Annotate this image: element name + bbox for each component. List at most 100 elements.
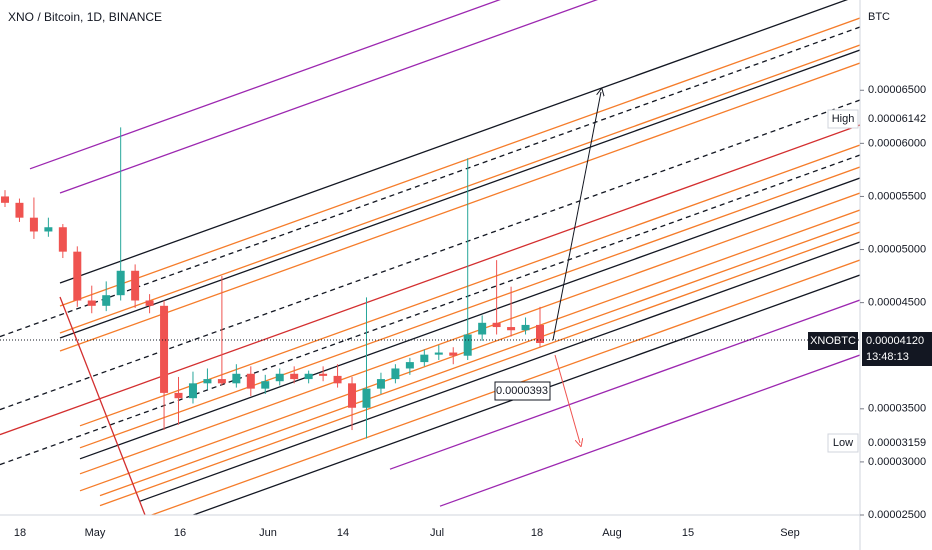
channel-line <box>0 99 860 411</box>
candle-body <box>131 270 140 301</box>
candle-body <box>44 227 53 232</box>
channel-line <box>59 49 860 339</box>
time-label: Jun <box>259 527 277 539</box>
candle-body <box>145 300 154 306</box>
price-badge <box>862 332 932 366</box>
channel-lines <box>0 0 860 515</box>
channel-line <box>59 44 860 334</box>
channel-line <box>139 241 860 502</box>
candle-body <box>275 373 284 382</box>
channel-line <box>79 177 860 460</box>
time-label: 15 <box>682 527 694 539</box>
candle-body <box>188 383 197 399</box>
price-axis: 0.00006500 0.00006000 0.00005500 0.00005000… <box>860 84 926 521</box>
high-label: High <box>832 113 855 125</box>
candle-body <box>492 322 501 328</box>
symbol-label: XNOBTC <box>810 335 856 347</box>
candle-body <box>102 295 111 306</box>
time-axis: 18 May 16 Jun 14 Jul 18 Aug 15 Sep <box>14 527 800 539</box>
candle-body <box>58 227 67 252</box>
countdown: 13:48:13 <box>866 351 909 363</box>
low-value: 0.00003159 <box>868 437 926 449</box>
time-label: May <box>85 527 106 539</box>
low-label: Low <box>833 437 853 449</box>
candle-body <box>362 388 371 408</box>
candle-body <box>521 324 530 331</box>
candle-body <box>73 251 82 301</box>
chart-title: XNO / Bitcoin, 1D, BINANCE <box>8 10 162 24</box>
tick-label: 0.00006500 <box>868 84 926 96</box>
candle-body <box>348 383 357 408</box>
candle-body <box>449 352 458 356</box>
candle-body <box>15 202 24 218</box>
tick-label: 0.00006000 <box>868 137 926 149</box>
tick-label: 0.00005500 <box>868 190 926 202</box>
channel-line <box>59 0 849 284</box>
channel-line <box>389 299 860 470</box>
candle-body <box>391 368 400 380</box>
channel-line <box>79 192 860 475</box>
candle-body <box>29 217 38 232</box>
tick-label: 0.00003000 <box>868 456 926 468</box>
candle-body <box>463 334 472 356</box>
candle-body <box>405 362 414 369</box>
channel-line <box>59 0 599 194</box>
candle-body <box>319 373 328 376</box>
channel-line <box>79 166 860 449</box>
candle-body <box>478 322 487 335</box>
candle-body <box>246 373 255 389</box>
tick-label: 0.00003500 <box>868 403 926 415</box>
candle-body <box>232 373 241 384</box>
channel-line <box>0 26 860 338</box>
time-label: 16 <box>174 527 186 539</box>
candle-body <box>87 300 96 306</box>
candle-body <box>217 379 226 384</box>
annotation-box <box>494 381 551 401</box>
time-label: 18 <box>531 527 543 539</box>
candle-body <box>333 375 342 384</box>
channel-line <box>439 354 860 507</box>
arrow-up <box>552 92 601 341</box>
candle-body <box>290 373 299 380</box>
channel-line <box>149 259 860 515</box>
candle-body <box>160 305 169 393</box>
high-badge <box>827 109 859 129</box>
low-badge <box>827 433 859 453</box>
channel-line <box>0 124 860 436</box>
candle-body <box>261 381 270 389</box>
tick-label: 0.00002500 <box>868 509 926 521</box>
annotation-text: 0.0000393 <box>496 385 548 397</box>
candle-body <box>116 270 125 296</box>
candle-body <box>536 324 544 343</box>
candle-body <box>203 379 212 384</box>
channel-line <box>99 221 860 497</box>
unit-label: BTC <box>868 11 890 23</box>
price-value: 0.00004120 <box>866 335 924 347</box>
tick-label: 0.00004500 <box>868 297 926 309</box>
candle-body <box>507 327 516 331</box>
symbol-badge <box>808 332 858 350</box>
time-label: 18 <box>14 527 26 539</box>
candle-body <box>420 354 429 363</box>
channel-line <box>191 274 860 515</box>
channel-line <box>59 62 860 352</box>
high-value: 0.00006142 <box>868 113 926 125</box>
candles <box>1 127 544 439</box>
candle-body <box>376 379 385 389</box>
arrow-down <box>554 354 580 443</box>
channel-line <box>59 17 860 307</box>
pitchfork-handle <box>59 296 146 515</box>
channel-line <box>99 231 860 507</box>
time-label: Jul <box>430 527 444 539</box>
candle-body <box>434 352 443 355</box>
time-label: Aug <box>602 527 622 539</box>
candle-body <box>174 392 183 399</box>
channel-line <box>0 154 860 466</box>
channel-line <box>29 0 501 170</box>
channel-line <box>79 144 860 427</box>
time-label: 14 <box>337 527 349 539</box>
candle-body <box>304 373 313 380</box>
tick-label: 0.00005000 <box>868 243 926 255</box>
candle-body <box>1 196 9 203</box>
